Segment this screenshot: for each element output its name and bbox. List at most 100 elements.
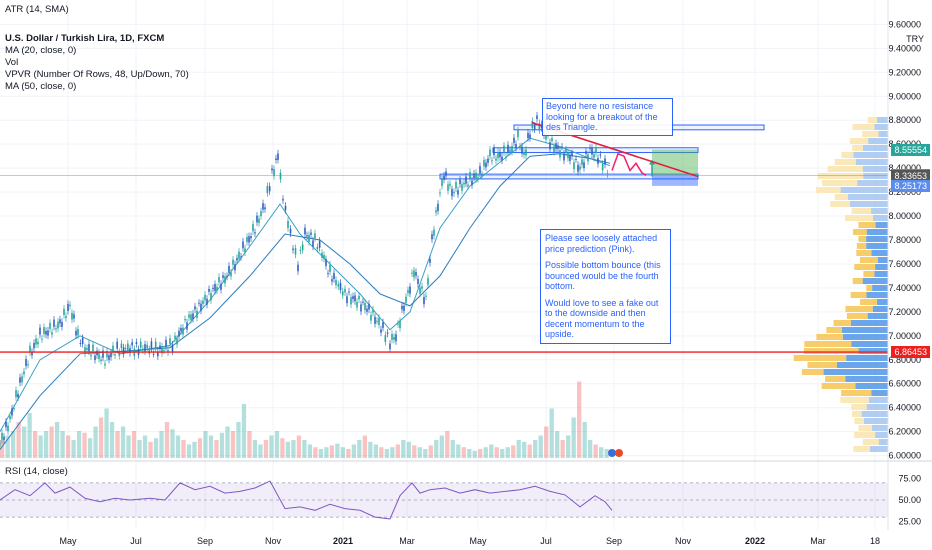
volume-bar (170, 429, 175, 458)
vpvr-up-bar (851, 404, 867, 410)
candle-body (601, 163, 604, 171)
candle-body (41, 338, 43, 340)
candle-body (142, 348, 144, 351)
candle-body (124, 348, 127, 350)
annotation-breakout[interactable]: Beyond here no resistance looking for a … (542, 98, 673, 136)
symbol-title[interactable]: U.S. Dollar / Turkish Lira, 1D, FXCM (5, 33, 165, 44)
vpvr-down-bar (878, 439, 888, 445)
vol-label[interactable]: Vol (5, 57, 19, 68)
candle-body (431, 234, 433, 240)
volume-bar (32, 431, 38, 458)
us-flag-icon (608, 449, 616, 457)
candle-body (11, 408, 13, 416)
candle-body (551, 138, 553, 142)
candle-body (525, 149, 527, 156)
volume-bar (401, 440, 406, 458)
candle-body (323, 254, 325, 259)
candle-body (84, 347, 86, 354)
candle-body (174, 335, 176, 339)
annotation-prediction[interactable]: Please see loosely attached price predic… (540, 229, 671, 344)
vpvr-down-bar (877, 257, 888, 263)
candle-body (372, 309, 374, 313)
candle-body (571, 153, 573, 157)
candle-body (515, 144, 517, 148)
rsi-tick-label: 75.00 (898, 474, 921, 484)
volume-bar (60, 431, 65, 458)
candle-body (407, 290, 409, 293)
candle-body (23, 371, 25, 375)
vpvr-up-bar (856, 243, 867, 249)
candle-body (75, 330, 77, 336)
vpvr-up-bar (817, 173, 864, 179)
candle-body (477, 177, 479, 179)
candle-body (425, 295, 427, 297)
candle-body (358, 295, 360, 300)
volume-bar (566, 435, 571, 458)
vpvr-down-bar (841, 327, 888, 333)
candle-body (445, 171, 447, 177)
rsi-label[interactable]: RSI (14, close) (5, 466, 68, 477)
volume-bar (313, 447, 318, 458)
ma50-label[interactable]: MA (50, close, 0) (5, 81, 77, 92)
candle-body (380, 329, 382, 333)
price-badge: 8.33653 (891, 169, 930, 182)
candle-body (409, 286, 411, 294)
candle-body (397, 323, 399, 325)
volume-bar (560, 440, 565, 458)
candle-body (266, 186, 269, 194)
candle-body (595, 147, 597, 153)
x-tick-label: Nov (265, 536, 282, 546)
candle-body (120, 343, 123, 349)
vpvr-up-bar (850, 292, 867, 298)
candle-body (563, 153, 565, 161)
candle-body (545, 132, 547, 140)
candle-body (15, 390, 17, 398)
vpvr-up-bar (852, 124, 875, 130)
volume-bar (214, 440, 219, 458)
x-tick-label: May (469, 536, 487, 546)
candle-body (575, 158, 577, 160)
candle-body (196, 310, 198, 318)
candle-body (505, 156, 507, 158)
volume-bar (588, 440, 593, 458)
vpvr-down-bar (866, 236, 888, 242)
y-tick-label: 7.60000 (888, 259, 921, 269)
candle-body (536, 115, 538, 119)
candle-body (244, 248, 246, 253)
volume-bar (379, 447, 384, 458)
volume-bar (296, 435, 302, 458)
atr-label[interactable]: ATR (14, SMA) (5, 4, 69, 15)
volume-bar (236, 422, 241, 458)
candle-body (415, 271, 417, 276)
candle-body (314, 233, 316, 239)
candle-body (493, 147, 495, 156)
volume-bar (285, 441, 291, 458)
vpvr-down-bar (861, 411, 888, 417)
candle-body (252, 224, 254, 232)
candle-body (417, 278, 419, 285)
y-tick-label: 8.40000 (888, 163, 921, 173)
candle-body (364, 302, 366, 310)
ma20-label[interactable]: MA (20, close, 0) (5, 45, 77, 56)
candle-body (254, 232, 256, 234)
volume-bar (0, 440, 5, 458)
candle-body (146, 344, 148, 349)
candle-body (152, 353, 155, 355)
candle-body (499, 152, 501, 158)
volume-bar (302, 440, 307, 458)
candle-body (118, 351, 121, 356)
candle-body (27, 364, 29, 366)
candle-body (230, 272, 232, 277)
vpvr-down-bar (847, 194, 888, 200)
y-tick-label: 6.40000 (888, 403, 921, 413)
candle-body (405, 296, 407, 303)
candle-body (39, 327, 41, 335)
vpvr-down-bar (842, 334, 888, 340)
volume-bar (291, 440, 296, 458)
volume-bar (604, 449, 609, 458)
candle-body (384, 335, 387, 342)
x-tick-label: Mar (399, 536, 415, 546)
candle-body (308, 234, 310, 242)
vpvr-label[interactable]: VPVR (Number Of Rows, 48, Up/Down, 70) (5, 69, 189, 80)
candle-body (224, 276, 226, 284)
